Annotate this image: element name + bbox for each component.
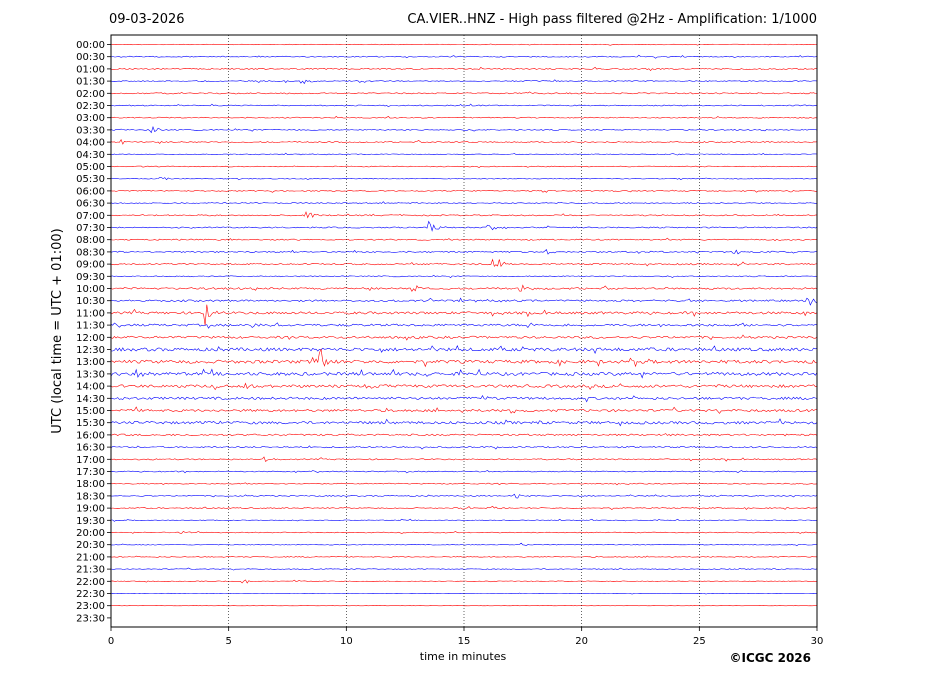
y-tick-label: 11:00 [76, 308, 105, 319]
y-tick-label: 12:00 [76, 333, 105, 344]
y-tick-label: 07:00 [76, 211, 105, 222]
y-tick-label: 23:30 [76, 613, 105, 624]
y-tick-label: 00:30 [76, 52, 105, 63]
trace-12:30 [110, 345, 818, 354]
x-tick-label: 0 [108, 636, 114, 647]
y-tick-label: 03:30 [76, 125, 105, 136]
y-tick-label: 15:00 [76, 406, 105, 417]
y-tick-label: 17:00 [76, 455, 105, 466]
y-tick-label: 23:00 [76, 601, 105, 612]
trace-19:30 [111, 518, 818, 522]
trace-10:00 [110, 284, 818, 292]
y-tick-label: 21:30 [76, 565, 105, 576]
y-tick-label: 22:00 [76, 577, 105, 588]
y-tick-label: 06:00 [76, 186, 105, 197]
x-tick-label: 20 [575, 636, 588, 647]
y-tick-label: 19:30 [76, 516, 105, 527]
y-tick-label: 08:30 [76, 247, 105, 258]
y-tick-label: 19:00 [76, 504, 105, 515]
trace-03:00 [110, 115, 818, 119]
y-tick-label: 21:00 [76, 552, 105, 563]
y-tick-label: 01:30 [76, 77, 105, 88]
trace-03:30 [110, 125, 818, 134]
y-axis-label: UTC (local time = UTC + 01:00) [50, 228, 65, 433]
x-tick-label: 10 [340, 636, 353, 647]
trace-04:00 [110, 139, 818, 145]
y-tick-label: 14:30 [76, 394, 105, 405]
grid-lines [228, 35, 700, 627]
trace-13:30 [110, 368, 818, 379]
chart-title: CA.VIER..HNZ - High pass filtered @2Hz -… [407, 12, 817, 27]
y-tick-label: 03:00 [76, 113, 105, 124]
y-tick-label: 07:30 [76, 223, 105, 234]
y-tick-label: 06:30 [76, 199, 105, 210]
x-tick-label: 30 [811, 636, 824, 647]
y-tick-label: 12:30 [76, 345, 105, 356]
y-tick-label: 13:00 [76, 357, 105, 368]
y-tick-label: 16:00 [76, 430, 105, 441]
trace-20:00 [110, 530, 818, 534]
trace-07:30 [110, 220, 818, 232]
y-tick-label: 11:30 [76, 321, 105, 332]
x-axis: 0 5 10 15 20 25 30 [108, 627, 824, 647]
y-tick-label: 05:30 [76, 174, 105, 185]
trace-17:00 [110, 456, 818, 463]
x-tick-label: 25 [693, 636, 706, 647]
y-tick-label: 00:00 [76, 40, 105, 51]
y-tick-label: 20:00 [76, 528, 105, 539]
y-tick-label: 13:30 [76, 369, 105, 380]
y-tick-label: 17:30 [76, 467, 105, 478]
trace-15:30 [110, 418, 818, 427]
y-tick-label: 10:00 [76, 284, 105, 295]
y-tick-label: 09:00 [76, 260, 105, 271]
plot-frame [110, 34, 818, 628]
y-tick-label: 10:30 [76, 296, 105, 307]
y-tick-label: 18:30 [76, 491, 105, 502]
date-label: 09-03-2026 [109, 12, 185, 27]
copyright-credit: ©ICGC 2026 [729, 651, 811, 665]
trace-12:00 [110, 334, 818, 341]
x-axis-label: time in minutes [420, 650, 507, 663]
trace-18:00 [110, 482, 818, 486]
x-tick-label: 5 [225, 636, 231, 647]
trace-02:30 [110, 103, 818, 108]
y-tick-label: 02:30 [76, 101, 105, 112]
trace-05:00 [110, 165, 818, 168]
trace-04:30 [110, 152, 818, 156]
y-tick-label: 08:00 [76, 235, 105, 246]
y-tick-label: 09:30 [76, 272, 105, 283]
y-tick-label: 04:00 [76, 138, 105, 149]
y-tick-label: 18:00 [76, 479, 105, 490]
x-tick-label: 15 [458, 636, 471, 647]
y-tick-label: 05:00 [76, 162, 105, 173]
y-tick-label: 01:00 [76, 64, 105, 75]
y-tick-label: 14:00 [76, 382, 105, 393]
y-tick-label: 02:00 [76, 89, 105, 100]
y-tick-label: 22:30 [76, 589, 105, 600]
y-tick-label: 15:30 [76, 418, 105, 429]
y-tick-label: 04:30 [76, 150, 105, 161]
y-tick-label: 16:30 [76, 443, 105, 454]
trace-11:00 [110, 304, 818, 326]
y-tick-label: 20:30 [76, 540, 105, 551]
trace-13:00 [110, 348, 818, 368]
